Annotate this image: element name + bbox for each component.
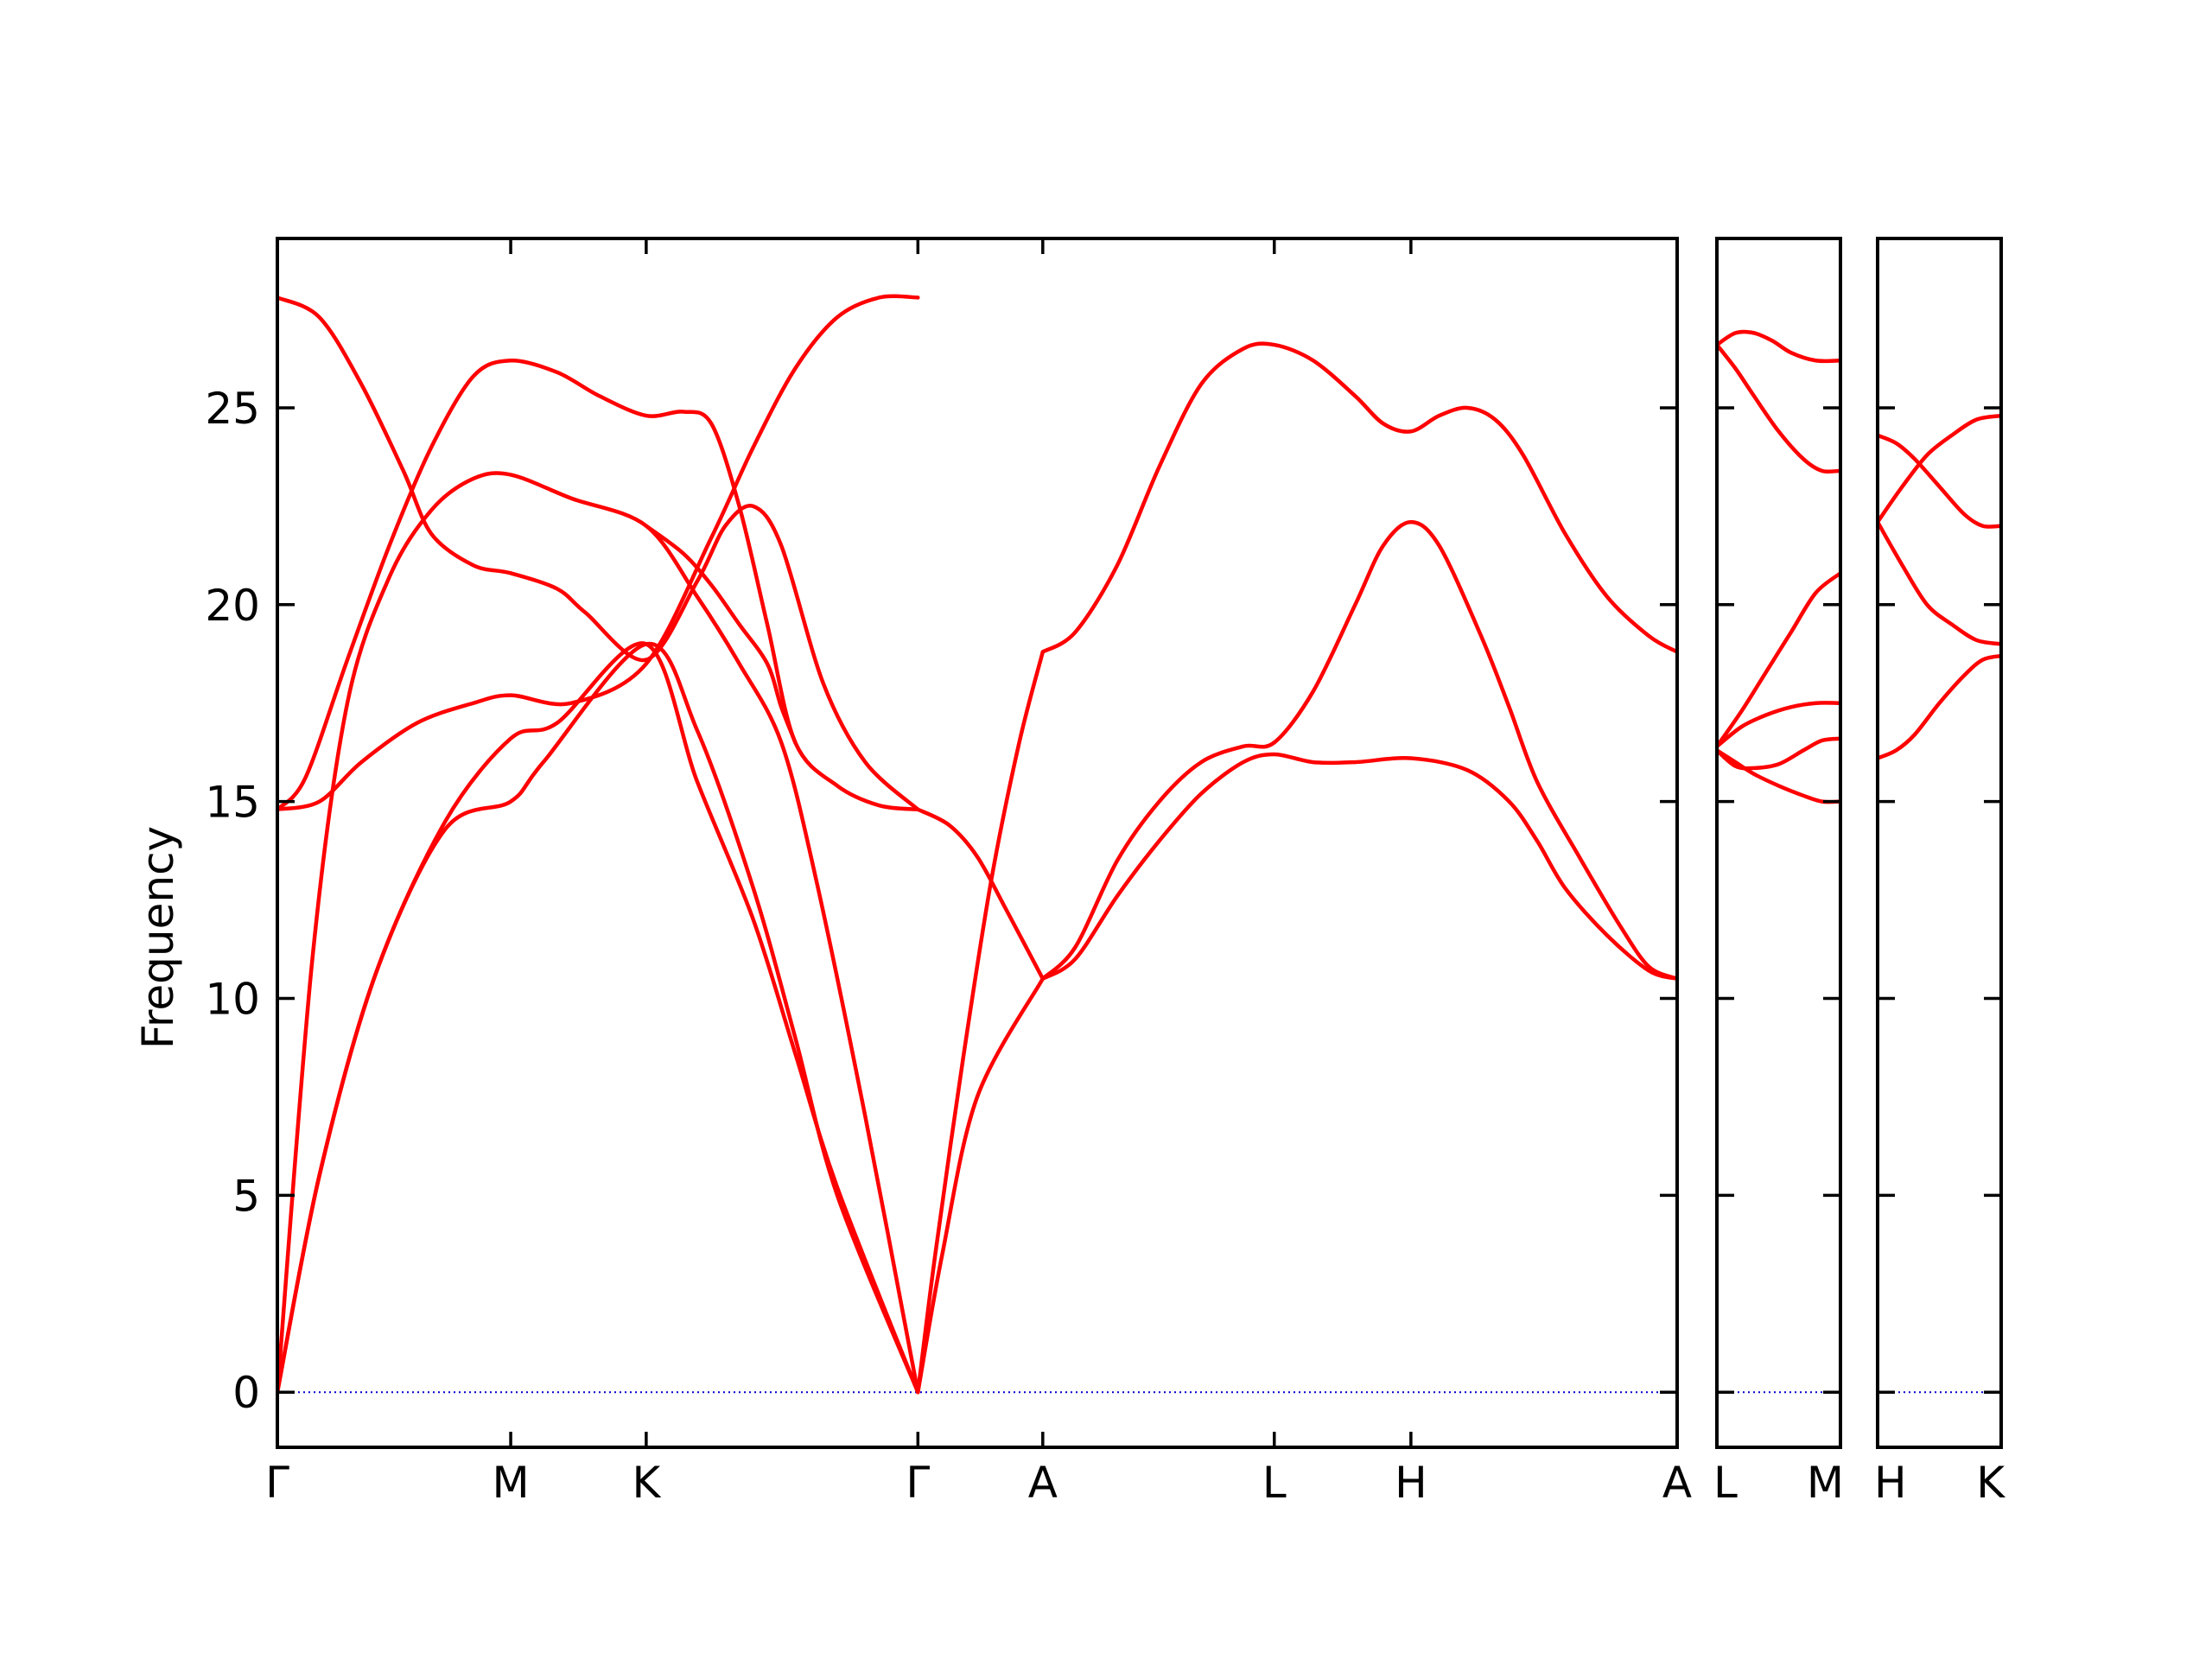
phonon-branch-12 bbox=[1040, 519, 1677, 981]
panel-frame bbox=[276, 237, 1679, 1449]
x-tick-label: L bbox=[1262, 1458, 1287, 1508]
phonon-branch-6 bbox=[1717, 748, 1840, 804]
panel-frame bbox=[1876, 237, 2003, 1449]
band-group bbox=[1717, 329, 1840, 804]
x-tick-label: M bbox=[1807, 1458, 1844, 1508]
panel-1: Γ M K Γ A L H A 0 5 10 15 20 25 bbox=[205, 237, 1692, 1508]
phonon-branch-8 bbox=[916, 650, 1046, 1395]
phonon-branch-4 bbox=[277, 294, 920, 812]
phonon-branch-4 bbox=[1878, 653, 2001, 760]
phonon-branch-3 bbox=[1878, 519, 2001, 646]
y-tick-label: 10 bbox=[205, 975, 260, 1025]
y-axis-title: Frequency bbox=[133, 826, 183, 1049]
x-tick-label: H bbox=[1874, 1458, 1907, 1508]
phonon-branch-4 bbox=[1717, 701, 1840, 749]
band-group bbox=[1878, 413, 2001, 760]
phonon-branch-5 bbox=[277, 296, 920, 812]
phonon-branch-2 bbox=[1717, 342, 1840, 474]
phonon-branch-2 bbox=[1878, 433, 2001, 529]
y-tick-label: 25 bbox=[205, 384, 260, 434]
y-tick-label: 0 bbox=[232, 1368, 260, 1418]
x-tick-label: A bbox=[1028, 1458, 1058, 1508]
phonon-branch-5 bbox=[1717, 736, 1840, 771]
x-tick-label: M bbox=[492, 1458, 529, 1508]
y-tick-label: 5 bbox=[232, 1171, 260, 1221]
panel-frame bbox=[1715, 237, 1842, 1449]
x-tick-label: K bbox=[632, 1458, 661, 1508]
band-group bbox=[277, 294, 1677, 1395]
y-tick-label: 15 bbox=[205, 778, 260, 828]
phonon-branch-9 bbox=[916, 976, 1046, 1395]
phonon-branch-1 bbox=[1717, 329, 1840, 364]
x-tick-label: H bbox=[1395, 1458, 1427, 1508]
x-tick-label: A bbox=[1662, 1458, 1692, 1508]
phonon-branch-3 bbox=[1717, 571, 1840, 749]
x-tick-label: Γ bbox=[906, 1458, 930, 1508]
phonon-branch-3 bbox=[277, 471, 920, 1395]
x-tick-label: Γ bbox=[265, 1458, 289, 1508]
x-tick-label: L bbox=[1713, 1458, 1738, 1508]
phonon-branch-13 bbox=[1040, 752, 1677, 981]
phonon-branch-11 bbox=[1040, 341, 1677, 654]
phonon-branch-10 bbox=[916, 807, 1046, 981]
x-tick-label: K bbox=[1976, 1458, 2005, 1508]
phonon-branch-1 bbox=[1878, 413, 2001, 524]
y-tick-label: 20 bbox=[205, 581, 260, 631]
phonon-branch-2 bbox=[277, 641, 920, 1395]
phonon-branch-7 bbox=[644, 524, 798, 745]
